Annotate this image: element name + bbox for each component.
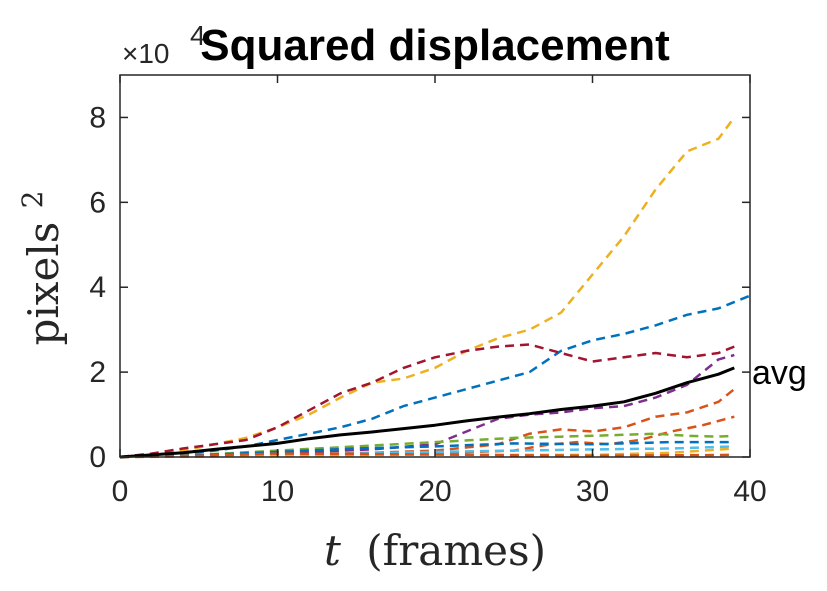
series-5-line: [119, 388, 736, 459]
y-tick-label: 4: [89, 271, 106, 304]
x-axis-label-variable: t: [324, 526, 341, 575]
y-tick-label: 6: [89, 186, 106, 219]
y-axis-label-superscript: 2: [16, 190, 49, 208]
y-axis-label-base: pixels: [19, 222, 68, 346]
series-7-line: [119, 432, 735, 459]
x-axis-label: t (frames): [324, 526, 546, 575]
y-axis-label: pixels 2: [16, 190, 68, 345]
series-avg-line: [119, 366, 735, 459]
avg-annotation: avg: [752, 354, 807, 392]
x-tick-label: 30: [576, 475, 609, 508]
y-tick-label: 8: [89, 101, 106, 134]
x-tick-label: 0: [112, 475, 129, 508]
chart-title: Squared displacement: [200, 21, 670, 70]
y-exponent-power: 4: [190, 20, 206, 51]
y-tick-label: 2: [89, 356, 106, 389]
y-axis-label-group: pixels 2: [16, 190, 68, 345]
series-3-line: [119, 343, 735, 459]
x-tick-label: 10: [261, 475, 294, 508]
x-tick-label: 20: [418, 475, 451, 508]
x-tick-label: 40: [733, 475, 766, 508]
plot-background: [120, 75, 750, 457]
tick-layer: 0 10 20 30 40 0 2 4 6 8: [89, 75, 767, 508]
y-exponent-base: ×10: [122, 38, 170, 69]
y-tick-label: 0: [89, 441, 106, 474]
x-axis-label-text: (frames): [366, 526, 546, 575]
